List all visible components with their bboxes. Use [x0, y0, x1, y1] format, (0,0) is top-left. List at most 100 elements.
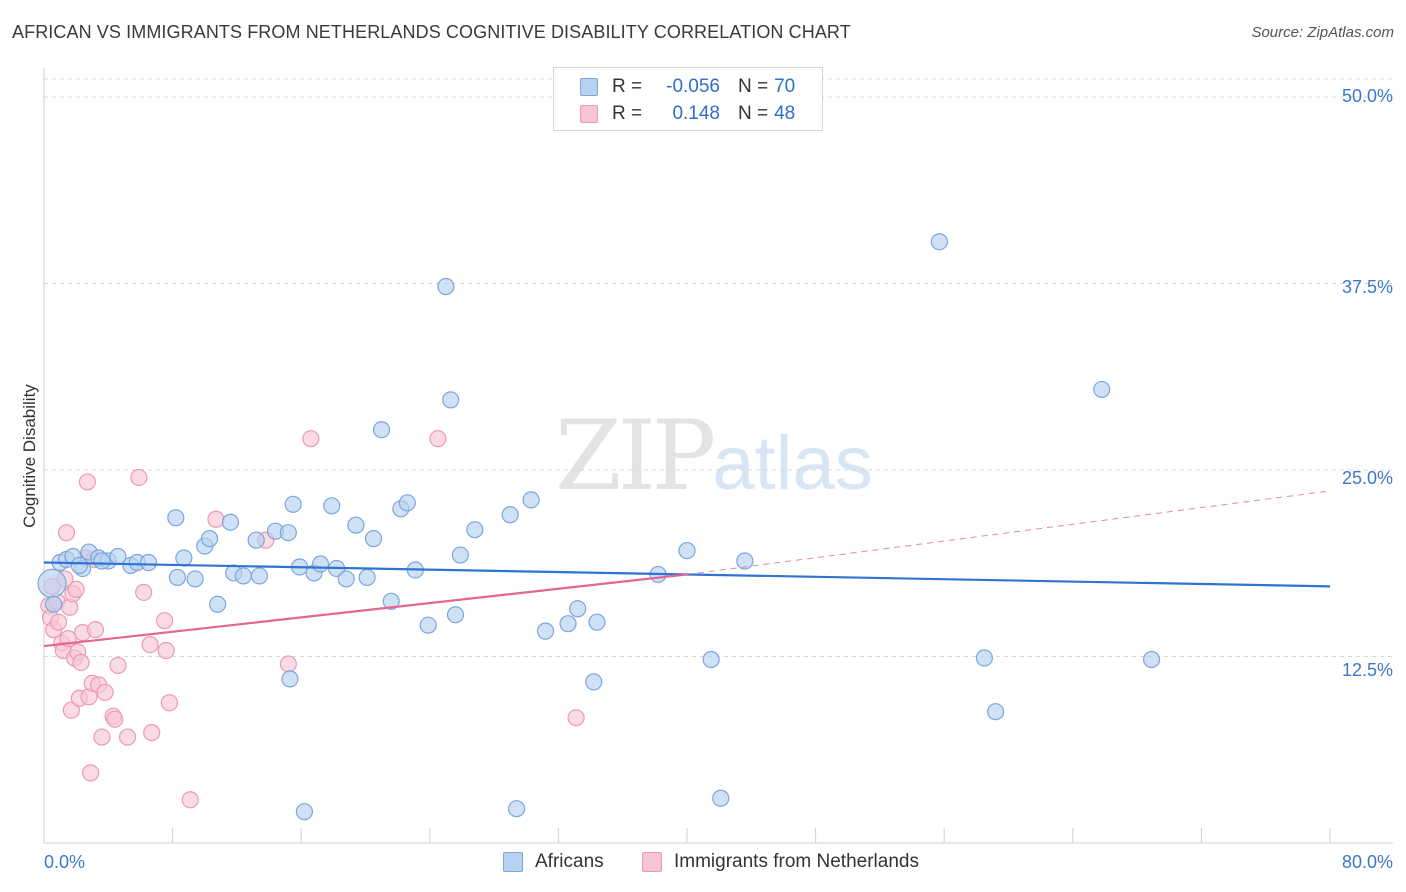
legend-n-label: N =: [738, 103, 769, 124]
africans-point: [209, 595, 227, 613]
legend-swatch-pink: [642, 852, 662, 872]
africans-point: [281, 670, 299, 688]
netherlands-point: [72, 653, 90, 672]
africans-point: [712, 789, 730, 807]
y-tick-label-37-5: 37.5%: [1341, 277, 1393, 297]
netherlands-point: [157, 641, 175, 660]
netherlands-point: [82, 764, 100, 782]
netherlands-point: [279, 655, 297, 673]
africans-point: [1142, 650, 1161, 669]
netherlands-point: [567, 709, 585, 727]
netherlands-trend-extension: [686, 490, 1331, 575]
netherlands-point: [130, 468, 148, 487]
africans-point: [167, 509, 185, 527]
netherlands-point: [93, 728, 111, 746]
axes: [43, 68, 1393, 844]
africans-point: [279, 524, 297, 542]
chart-source: Source: ZipAtlas.com: [1251, 24, 1394, 41]
netherlands-point: [181, 791, 199, 809]
netherlands-point: [135, 583, 153, 601]
y-axis-label: Cognitive Disability: [20, 384, 39, 528]
netherlands-point: [62, 701, 80, 719]
y-tick-label-25: 25.0%: [1341, 468, 1393, 488]
africans-point: [175, 549, 193, 567]
netherlands-point: [67, 580, 85, 598]
africans-point: [501, 506, 519, 524]
legend-n-label: N =: [738, 76, 769, 97]
netherlands-point: [207, 510, 225, 528]
netherlands-point: [160, 694, 178, 712]
legend-item-netherlands: Immigrants from Netherlands: [642, 851, 919, 873]
africans-point: [419, 616, 437, 634]
netherlands-point: [57, 524, 76, 542]
africans-point: [930, 233, 948, 251]
africans-point: [295, 803, 314, 821]
netherlands-point: [49, 613, 68, 631]
trend-lines: [43, 490, 1331, 648]
africans-point: [975, 649, 993, 667]
y-tick-label-12-5: 12.5%: [1341, 660, 1393, 680]
watermark-atlas: atlas: [712, 421, 873, 506]
africans-point: [382, 592, 400, 610]
africans-point: [437, 277, 455, 296]
netherlands-point: [155, 612, 174, 630]
legend-r-label: R =: [612, 103, 643, 124]
africans-point: [323, 497, 341, 515]
legend-r-value: 0.148: [672, 103, 720, 124]
africans-point: [736, 552, 754, 570]
africans-point: [247, 531, 265, 549]
africans-point: [358, 568, 376, 587]
legend-label-netherlands: Immigrants from Netherlands: [674, 851, 919, 872]
legend-swatch-pink: [580, 105, 598, 123]
netherlands-point: [302, 430, 320, 448]
netherlands-point: [118, 728, 137, 746]
africans-point: [446, 606, 465, 624]
netherlands-point: [106, 710, 124, 728]
legend-r-value: -0.056: [666, 76, 720, 97]
x-tick-label-max: 80.0%: [1341, 852, 1393, 872]
africans-point: [93, 552, 111, 570]
chart-title: AFRICAN VS IMMIGRANTS FROM NETHERLANDS C…: [12, 22, 851, 42]
legend-label-africans: Africans: [535, 851, 604, 872]
africans-point: [987, 703, 1005, 721]
africans-point: [372, 421, 391, 439]
africans-point: [364, 530, 383, 548]
africans-point: [678, 541, 696, 560]
africans-point: [284, 495, 302, 513]
legend-stats-row-africans: R = -0.056 N = 70: [580, 74, 795, 100]
africans-point: [168, 568, 187, 587]
netherlands-point: [109, 656, 127, 675]
africans-point: [1093, 380, 1111, 399]
africans-point: [234, 567, 252, 585]
africans-point: [588, 613, 606, 631]
data-points: [37, 233, 1161, 821]
africans-point: [398, 494, 416, 512]
watermark-zip: ZIP: [555, 400, 716, 512]
africans-point: [451, 546, 469, 564]
africans-point: [466, 521, 484, 539]
africans-point: [559, 615, 577, 633]
africans-point: [200, 530, 219, 548]
x-tick-label-min: 0.0%: [44, 852, 86, 872]
netherlands-trend-line: [43, 573, 688, 648]
africans-point: [311, 555, 330, 573]
watermark: ZIPatlas: [555, 400, 873, 512]
legend-n-value: 70: [774, 76, 796, 97]
legend-stats-row-netherlands: R = 0.148 N = 48: [580, 101, 795, 127]
africans-point: [139, 553, 158, 572]
africans-point: [347, 516, 365, 534]
africans-point: [250, 567, 269, 585]
africans-point: [70, 556, 88, 575]
legend-r-label: R =: [612, 76, 643, 97]
legend-n-value: 48: [774, 103, 796, 124]
y-tick-label-50: 50.0%: [1341, 86, 1393, 106]
africans-point: [522, 491, 540, 509]
africans-point: [585, 673, 603, 691]
legend-swatch-blue: [503, 852, 523, 872]
netherlands-point: [96, 683, 114, 701]
netherlands-point: [141, 635, 159, 654]
netherlands-point: [429, 430, 447, 448]
africans-point: [186, 570, 204, 588]
netherlands-point: [86, 621, 105, 639]
